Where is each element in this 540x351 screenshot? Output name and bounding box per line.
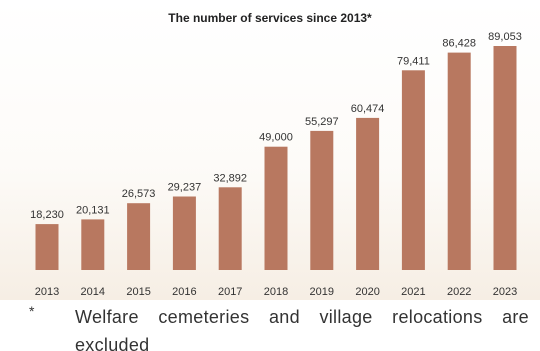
bar-2021 <box>402 70 425 270</box>
x-tick-label-2023: 2023 <box>493 286 517 298</box>
bar-2019 <box>310 131 333 270</box>
x-tick-label-2021: 2021 <box>401 286 425 298</box>
data-label-2022: 86,428 <box>442 38 476 50</box>
data-label-2013: 18,230 <box>30 209 64 221</box>
footnote-text: Welfare cemeteries and village relocatio… <box>75 303 529 351</box>
x-tick-label-2014: 2014 <box>81 286 105 298</box>
data-label-2020: 60,474 <box>351 103 385 115</box>
bar-chart: 18,230 2013 20,131 2014 26,573 2015 29,237 2016… <box>0 0 540 300</box>
x-tick-label-2019: 2019 <box>310 286 334 298</box>
x-tick-label-2013: 2013 <box>35 286 59 298</box>
bar-2015 <box>127 203 150 270</box>
x-tick-label-2022: 2022 <box>447 286 471 298</box>
footnote-mark: * <box>29 300 43 322</box>
data-label-2015: 26,573 <box>122 188 156 200</box>
bar-2018 <box>265 147 288 270</box>
x-tick-label-2017: 2017 <box>218 286 242 298</box>
x-tick-label-2015: 2015 <box>126 286 150 298</box>
data-label-2021: 79,411 <box>397 55 430 67</box>
bar-2013 <box>36 224 59 270</box>
footnote-line-1: Welfare cemeteries and village relocatio… <box>75 303 529 331</box>
data-label-2018: 49,000 <box>259 132 293 144</box>
x-tick-label-2020: 2020 <box>355 286 379 298</box>
bar-2017 <box>219 187 242 270</box>
bar-2020 <box>356 118 379 270</box>
bar-2014 <box>81 219 104 270</box>
x-tick-label-2016: 2016 <box>172 286 196 298</box>
bar-2023 <box>494 46 517 270</box>
data-label-2019: 55,297 <box>305 116 339 128</box>
data-label-2023: 89,053 <box>488 31 522 43</box>
footnote: * Welfare cemeteries and village relocat… <box>29 300 529 351</box>
data-label-2017: 32,892 <box>213 172 247 184</box>
data-label-2014: 20,131 <box>76 204 110 216</box>
bar-2022 <box>448 53 471 270</box>
footnote-line-2: excluded <box>75 331 529 351</box>
data-label-2016: 29,237 <box>168 182 202 194</box>
bar-2016 <box>173 197 196 271</box>
chart-area: The number of services since 2013* 18,23… <box>0 0 540 300</box>
x-tick-label-2018: 2018 <box>264 286 288 298</box>
